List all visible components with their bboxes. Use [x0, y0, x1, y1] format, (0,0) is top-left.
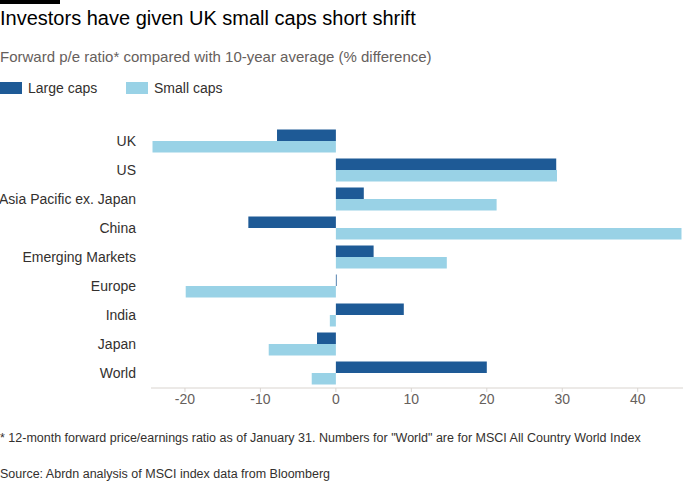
bar	[336, 362, 487, 374]
bar	[312, 373, 336, 385]
legend-label: Large caps	[28, 80, 97, 96]
x-axis-line	[151, 388, 683, 389]
bar	[336, 159, 556, 171]
bar	[153, 141, 336, 153]
category-label: Japan	[98, 336, 136, 352]
category-label: Europe	[91, 278, 136, 294]
bar	[277, 130, 336, 142]
category-label: World	[100, 365, 136, 381]
bar	[336, 199, 497, 211]
bar	[248, 217, 336, 229]
category-label: Asia Pacific ex. Japan	[0, 191, 136, 207]
x-tick-label: -20	[175, 391, 195, 407]
bar	[317, 333, 336, 345]
title: Investors have given UK small caps short…	[0, 7, 416, 29]
bar	[336, 188, 364, 200]
x-tick-label: 10	[404, 391, 420, 407]
source: Source: Abrdn analysis of MSCI index dat…	[0, 465, 330, 483]
bar	[336, 170, 557, 182]
bars	[153, 130, 682, 385]
legend-swatch	[0, 82, 22, 94]
bar	[186, 286, 336, 298]
bar	[335, 275, 337, 287]
category-label: UK	[117, 133, 137, 149]
x-tick-label: 40	[630, 391, 646, 407]
x-tick-label: -10	[250, 391, 270, 407]
category-label: India	[106, 307, 137, 323]
legend-swatch	[126, 82, 148, 94]
category-label: US	[117, 162, 136, 178]
footnote: * 12-month forward price/earnings ratio …	[0, 429, 690, 447]
bar	[336, 257, 447, 269]
bar	[336, 228, 682, 240]
x-tick-label: 0	[332, 391, 340, 407]
x-tick-label: 30	[554, 391, 570, 407]
x-tick-label: 20	[479, 391, 495, 407]
subtitle: Forward p/e ratio* compared with 10-year…	[0, 48, 432, 65]
chart: Investors have given UK small caps short…	[0, 0, 700, 500]
category-label: China	[99, 220, 136, 236]
bar	[269, 344, 336, 356]
legend-label: Small caps	[154, 80, 222, 96]
bar	[336, 304, 404, 316]
brand-bar	[0, 0, 60, 4]
bar	[336, 246, 374, 258]
category-label: Emerging Markets	[22, 249, 136, 265]
bar	[330, 315, 336, 327]
